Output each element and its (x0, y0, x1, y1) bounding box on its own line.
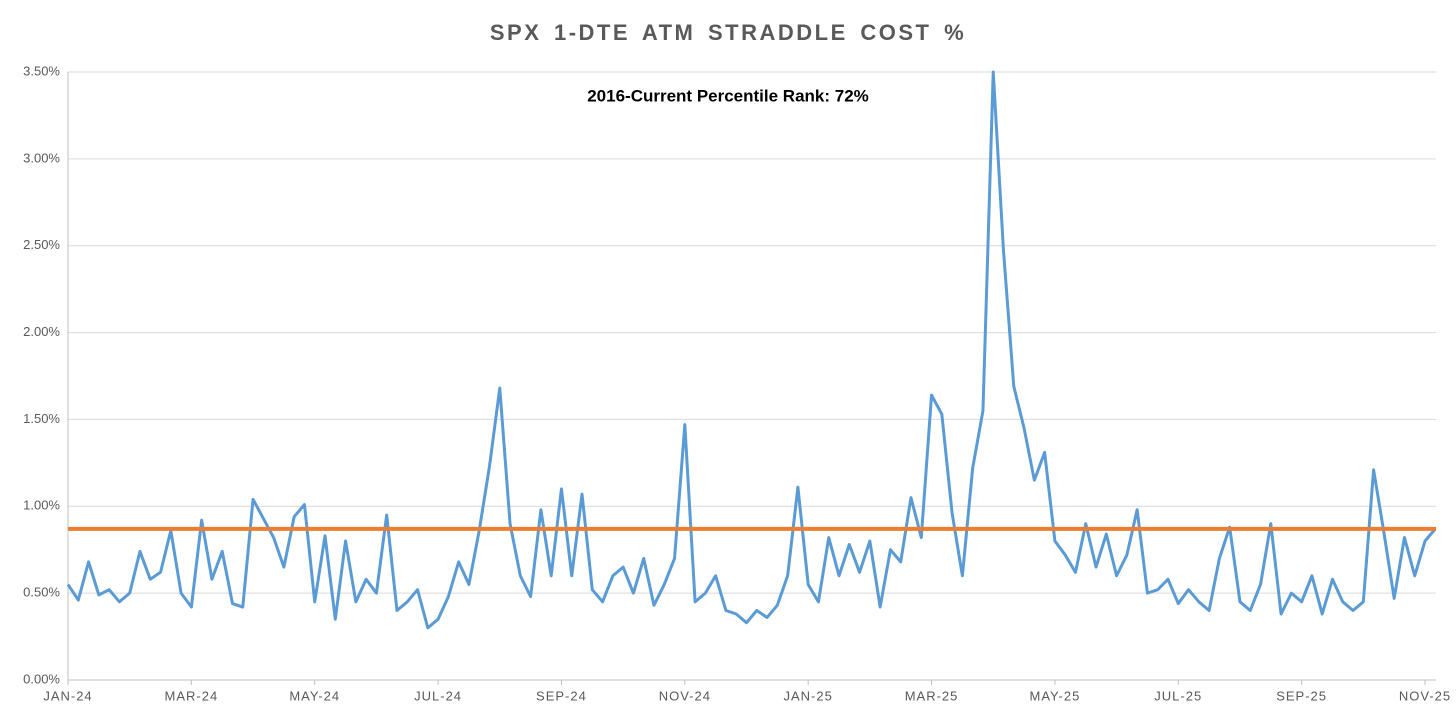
x-tick-label: JAN-24 (43, 688, 92, 703)
y-tick-label: 1.00% (23, 498, 60, 513)
y-tick-label: 1.50% (23, 411, 60, 426)
x-tick-label: JAN-25 (784, 688, 833, 703)
x-tick-label: MAR-25 (905, 688, 959, 703)
y-tick-label: 3.00% (23, 150, 60, 165)
y-tick-label: 0.00% (23, 671, 60, 686)
y-tick-label: 0.50% (23, 585, 60, 600)
x-tick-label: MAY-24 (289, 688, 340, 703)
x-tick-label: SEP-25 (1276, 688, 1327, 703)
data-line (66, 70, 1437, 630)
x-tick-label: MAY-25 (1030, 688, 1081, 703)
y-tick-label: 3.50% (23, 63, 60, 78)
x-tick-label: JUL-25 (1154, 688, 1202, 703)
x-tick-label: SEP-24 (536, 688, 587, 703)
y-tick-label: 2.00% (23, 324, 60, 339)
x-tick-label: JUL-24 (414, 688, 462, 703)
x-tick-label: NOV-25 (1399, 688, 1451, 703)
chart-title: SPX 1-DTE ATM STRADDLE COST % (490, 20, 966, 45)
annotation: 2016-Current Percentile Rank: 72% (587, 86, 869, 105)
y-tick-label: 2.50% (23, 237, 60, 252)
x-tick-label: MAR-24 (165, 688, 219, 703)
x-tick-label: NOV-24 (659, 688, 711, 703)
